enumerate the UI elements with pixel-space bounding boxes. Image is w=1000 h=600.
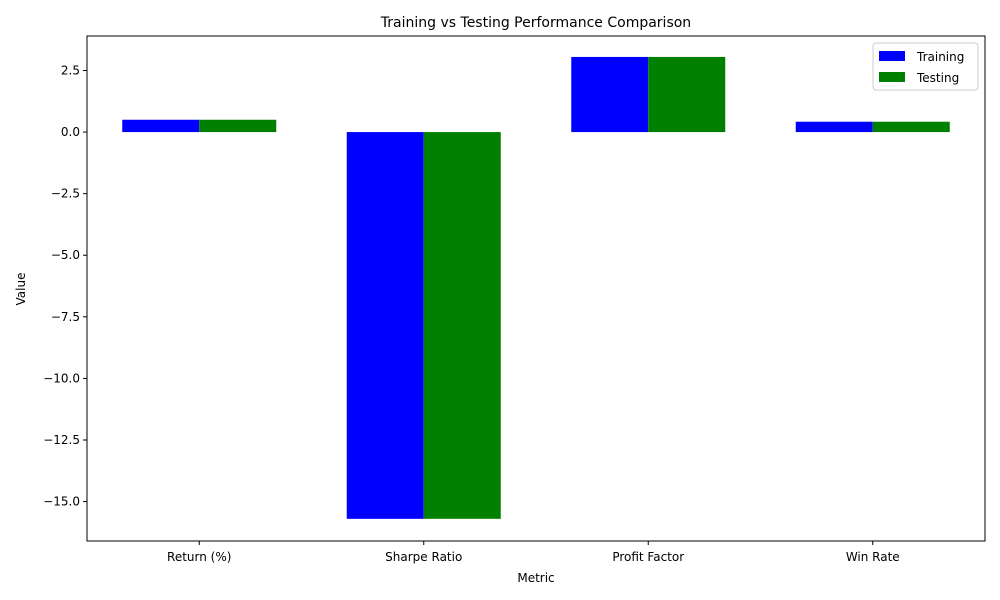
- bar-testing-3: [872, 121, 950, 133]
- y-tick-label: −2.5: [51, 187, 80, 201]
- y-tick-label: −7.5: [51, 310, 80, 324]
- bar-training-0: [122, 119, 200, 133]
- legend-swatch-testing: [879, 72, 905, 82]
- y-axis-ticks: 2.5 0.0 −2.5 −5.0 −7.5 −10.0 −12.5 −15.0: [43, 63, 87, 509]
- bar-testing-1: [423, 132, 501, 519]
- x-tick-label: Return (%): [167, 550, 231, 564]
- y-tick-label: −10.0: [43, 371, 80, 385]
- y-tick-label: 2.5: [61, 63, 80, 77]
- y-tick-label: −5.0: [51, 248, 80, 262]
- chart-title: Training vs Testing Performance Comparis…: [380, 15, 691, 31]
- x-axis-label: Metric: [517, 571, 554, 585]
- x-tick-label: Profit Factor: [612, 550, 684, 564]
- y-tick-label: 0.0: [61, 125, 80, 139]
- legend-label-testing: Testing: [916, 71, 959, 85]
- plot-frame: [86, 35, 986, 542]
- x-tick-label: Sharpe Ratio: [385, 550, 462, 564]
- x-axis-ticks: Return (%) Sharpe Ratio Profit Factor Win R…: [167, 541, 900, 564]
- bar-testing-0: [199, 119, 277, 133]
- bar-training-1: [346, 132, 424, 519]
- bar-training-2: [571, 56, 649, 133]
- y-axis-label: Value: [14, 273, 28, 306]
- legend: Training Testing: [872, 42, 979, 91]
- y-tick-label: −15.0: [43, 495, 80, 509]
- x-tick-label: Win Rate: [846, 550, 900, 564]
- bar-testing-2: [648, 56, 726, 133]
- bar-training-3: [795, 121, 873, 133]
- y-tick-label: −12.5: [43, 433, 80, 447]
- bars-group: [122, 56, 950, 519]
- legend-label-training: Training: [916, 50, 964, 64]
- legend-swatch-training: [879, 51, 905, 61]
